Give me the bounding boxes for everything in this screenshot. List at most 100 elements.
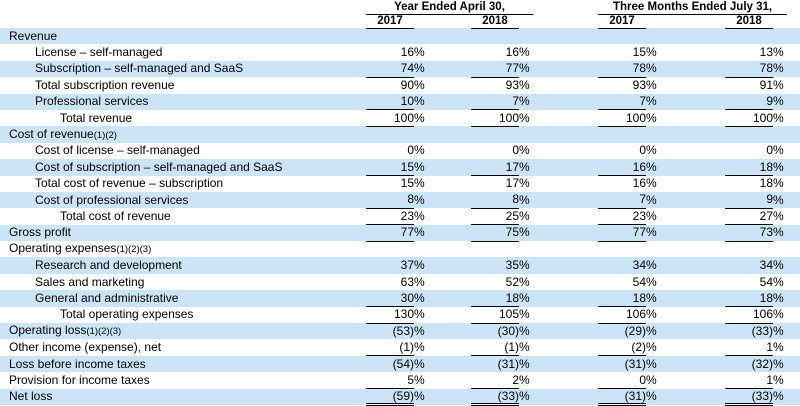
spacer-cell <box>428 241 471 257</box>
value-cell: 27 <box>725 208 774 226</box>
value-cell: 25 <box>471 208 519 226</box>
percent-cell <box>773 241 787 257</box>
table-row: License – self-managed 16% 16% 15% 13% <box>0 44 800 60</box>
spacer-cell <box>787 94 800 110</box>
percent-cell: % <box>773 258 784 273</box>
spacer-cell <box>352 356 366 372</box>
percent-cell: % <box>414 356 425 371</box>
percent-cell: % <box>414 192 425 207</box>
value-cell: 100 <box>366 109 414 127</box>
percent-cell: % <box>646 110 657 125</box>
spacer-cell <box>533 0 598 14</box>
spacer-cell <box>533 44 598 60</box>
value-cell: 78 <box>598 60 647 78</box>
spacer-cell <box>787 257 800 273</box>
value-cell: 18 <box>725 290 774 308</box>
spacer-cell <box>660 176 725 192</box>
value-cell: (59) <box>366 388 414 406</box>
spacer-cell <box>533 192 598 208</box>
spacer-cell <box>646 14 660 28</box>
spacer-cell <box>428 225 471 241</box>
value-cell: 15 <box>366 159 414 177</box>
row-label: Cost of subscription – self-managed and … <box>0 159 352 175</box>
value-cell: 54 <box>632 274 647 289</box>
value-cell <box>471 28 519 44</box>
percent-cell: % <box>519 340 530 355</box>
value-cell: 9 <box>725 191 774 209</box>
spacer-cell <box>787 389 800 405</box>
value-cell: (33) <box>751 323 774 338</box>
spacer-cell <box>428 14 471 28</box>
percent-cell: % <box>773 290 784 305</box>
value-cell: 100 <box>725 109 774 127</box>
spacer-cell <box>428 94 471 110</box>
spacer-cell <box>352 274 366 290</box>
value-cell: 15 <box>632 45 647 60</box>
spacer-cell <box>352 389 366 405</box>
value-cell: 1 <box>725 372 774 390</box>
value-cell <box>725 241 773 257</box>
percent-cell <box>646 241 660 257</box>
spacer-cell <box>533 176 598 192</box>
spacer-cell <box>428 389 471 405</box>
spacer-cell <box>533 110 598 126</box>
value-cell: 0 <box>512 143 519 158</box>
percent-cell: % <box>519 77 530 92</box>
percent-cell: % <box>519 225 530 240</box>
row-label: General and administrative <box>0 290 352 306</box>
value-cell: 90 <box>400 78 414 93</box>
footnote-marker: (1)(2)(3) <box>116 244 152 256</box>
value-cell: 100 <box>598 109 647 127</box>
spacer-cell <box>787 126 800 142</box>
value-cell <box>598 126 646 142</box>
percent-cell: % <box>646 77 657 92</box>
value-cell: 5 <box>366 372 414 390</box>
row-label: Total subscription revenue <box>0 77 352 93</box>
percent-cell: % <box>646 372 657 387</box>
spacer-cell <box>352 208 366 224</box>
value-cell: 73 <box>725 224 774 242</box>
spacer-cell <box>533 28 598 44</box>
value-cell: (31) <box>497 356 519 371</box>
row-label: License – self-managed <box>0 44 352 60</box>
percent-cell: % <box>519 274 530 289</box>
spacer-cell <box>533 225 598 241</box>
spacer-cell <box>660 94 725 110</box>
percent-cell: % <box>646 45 657 60</box>
value-cell: (31) <box>624 356 647 371</box>
row-label: Professional services <box>0 94 352 110</box>
spacer-cell <box>533 61 598 77</box>
value-cell: (33) <box>471 388 519 406</box>
spacer-cell <box>428 44 471 60</box>
spacer-cell <box>428 28 471 44</box>
percent-cell: % <box>414 258 425 273</box>
spacer-cell <box>660 339 725 355</box>
percent-cell: % <box>519 372 530 387</box>
spacer-cell <box>787 159 800 175</box>
year-header: 2017 <box>366 14 414 29</box>
value-cell <box>725 126 773 142</box>
value-cell: (1) <box>366 339 414 357</box>
table-row: Cost of subscription – self-managed and … <box>0 159 800 177</box>
spacer-cell <box>660 372 725 388</box>
spacer-cell <box>787 0 800 14</box>
value-cell: 7 <box>598 191 647 209</box>
value-cell: (32) <box>751 356 774 371</box>
spacer-cell <box>428 372 471 388</box>
row-label: Cost of license – self-managed <box>0 143 352 159</box>
row-label-text: Operating expenses <box>9 241 117 256</box>
percent-cell <box>519 126 533 142</box>
spacer-cell <box>660 110 725 126</box>
table-row: Total cost of revenue 23% 25% 23% 27% <box>0 208 800 226</box>
percent-cell: % <box>414 143 425 158</box>
spacer-cell <box>352 241 366 257</box>
value-cell: 18 <box>725 159 774 177</box>
spacer-cell <box>428 159 471 175</box>
spacer-cell <box>787 28 800 44</box>
value-cell: 100 <box>471 109 519 127</box>
percent-cell: % <box>773 225 784 240</box>
table-header: Year Ended April 30, Three Months Ended … <box>0 0 800 29</box>
spacer-cell <box>352 143 366 159</box>
row-label-text: Gross profit <box>9 225 72 240</box>
spacer-cell <box>660 241 725 257</box>
